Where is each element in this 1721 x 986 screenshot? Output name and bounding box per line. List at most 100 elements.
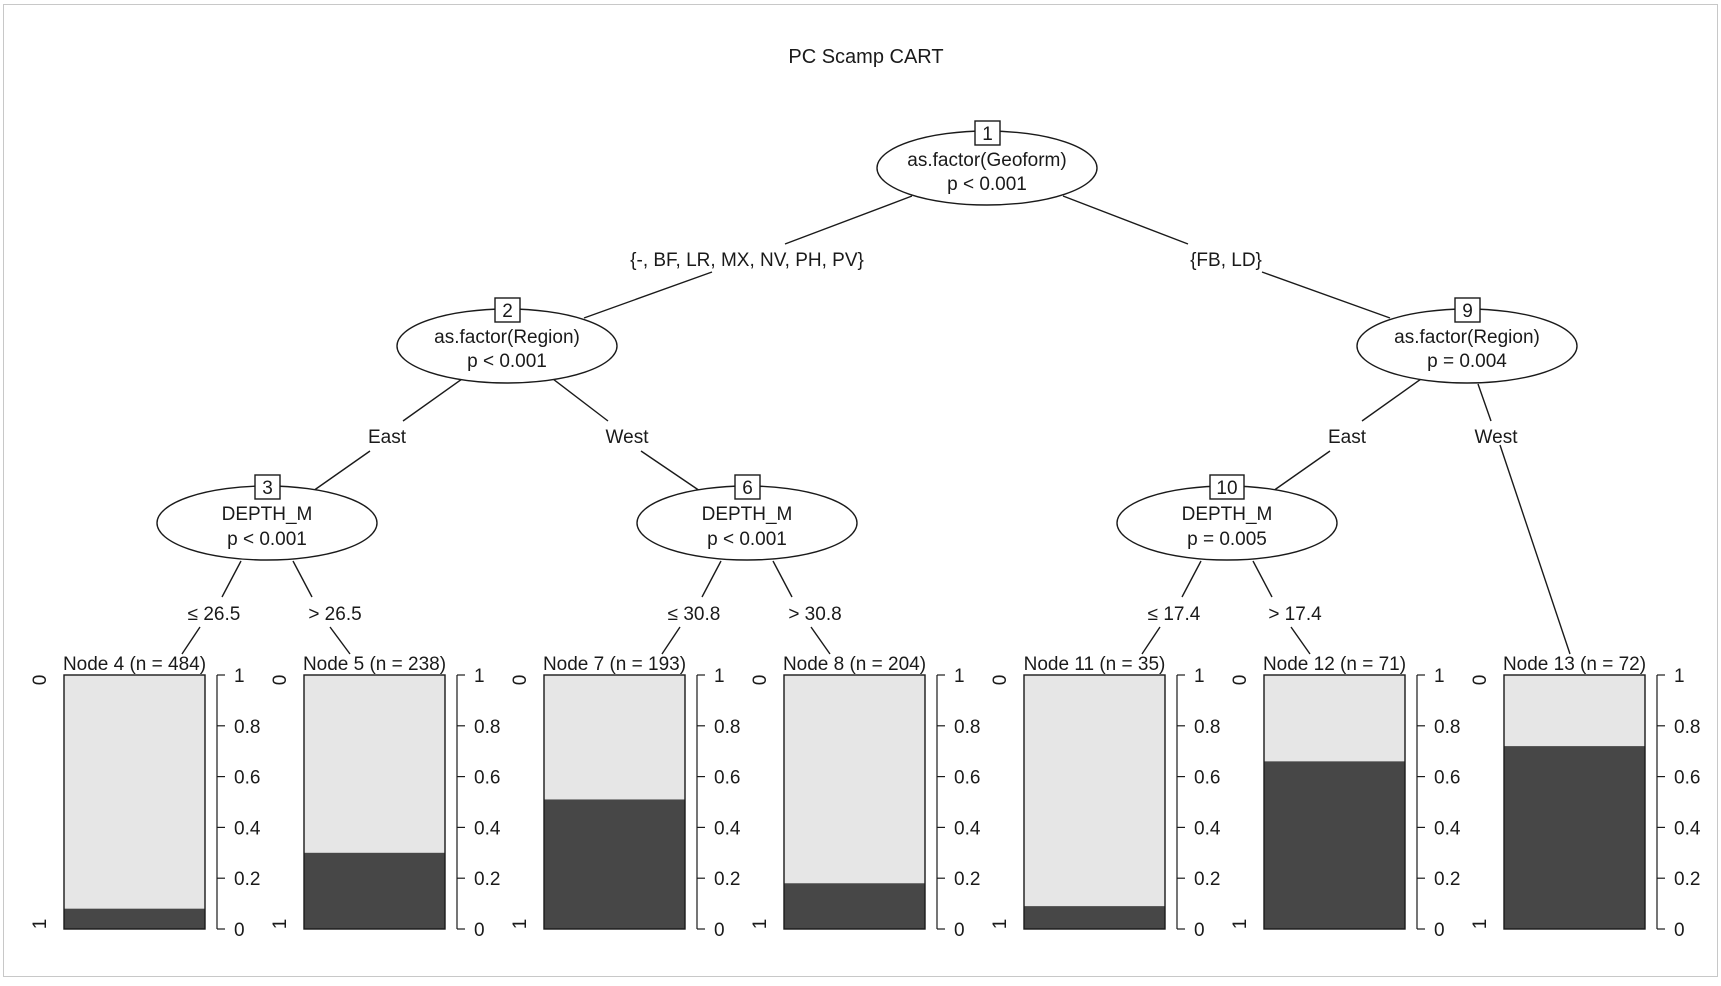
bar-axis-tick-label: 0.2	[1194, 869, 1220, 890]
bar-axis-tick-label: 0.8	[1194, 717, 1220, 738]
edge-label: ≤ 17.4	[1148, 604, 1201, 625]
node-p-value: p < 0.001	[467, 351, 547, 372]
edge-2-6-lower	[640, 450, 701, 492]
terminal-node-panel: Node 8 (n = 204) 0 0.2 0.4 0.6 0.8 1 0 1	[750, 654, 981, 941]
class-label-top: 0	[1230, 675, 1251, 686]
terminal-nodes: Node 4 (n = 484) 0 0.2 0.4 0.6 0.8 1 0 1 Node 5 (…	[30, 654, 1701, 941]
bar-axis-tick-label: 1	[954, 666, 965, 687]
terminal-node-label: Node 13 (n = 72)	[1503, 654, 1646, 675]
edge-label: West	[1475, 427, 1519, 448]
bar-axis-tick-label: 0	[474, 920, 485, 941]
node-id: 3	[262, 478, 273, 499]
bar-segment-class-0	[1024, 675, 1165, 929]
edge-10-11-lower	[1141, 626, 1161, 655]
node-variable: as.factor(Geoform)	[907, 150, 1066, 171]
bar-axis-tick-label: 0.4	[1194, 818, 1221, 839]
bar-segment-class-1	[64, 908, 205, 929]
terminal-node-label: Node 5 (n = 238)	[303, 654, 446, 675]
node-id: 1	[982, 124, 993, 145]
inner-node: 6 DEPTH_M p < 0.001	[636, 474, 858, 561]
bar-border	[783, 674, 926, 930]
bar-axis-tick-label: 0.8	[1674, 717, 1700, 738]
class-label-bottom: 1	[510, 919, 531, 930]
bar-segment-class-1	[784, 883, 925, 929]
bar-axis-tick-label: 0.4	[1674, 818, 1701, 839]
bar-segment-class-1	[1264, 761, 1405, 929]
bar-axis-tick-label: 0.8	[234, 717, 260, 738]
terminal-node-panel: Node 4 (n = 484) 0 0.2 0.4 0.6 0.8 1 0 1	[30, 654, 261, 941]
edge-3-4-lower	[181, 626, 201, 655]
class-label-bottom: 1	[30, 919, 51, 930]
node-id-box	[254, 474, 281, 500]
class-label-bottom: 1	[270, 919, 291, 930]
terminal-node-panel: Node 7 (n = 193) 0 0.2 0.4 0.6 0.8 1 0 1	[510, 654, 741, 941]
bar-axis-tick-label: 1	[234, 666, 245, 687]
class-label-top: 0	[990, 675, 1011, 686]
terminal-node-label: Node 8 (n = 204)	[783, 654, 926, 675]
bar-axis-tick-label: 0	[954, 920, 965, 941]
edge-label: East	[1328, 427, 1367, 448]
plot-title: PC Scamp CART	[788, 46, 943, 68]
edge-9-10	[1361, 378, 1422, 422]
edge-1-2	[784, 195, 913, 245]
bar-axis-tick-label: 0.2	[954, 869, 980, 890]
bar-axis-tick-label: 0.4	[954, 818, 981, 839]
edge-label: > 30.8	[788, 604, 841, 625]
node-id-box	[734, 474, 761, 500]
edge-9-13-lower	[1499, 444, 1571, 655]
bar-axis-tick-label: 1	[1194, 666, 1205, 687]
inner-node: 3 DEPTH_M p < 0.001	[156, 474, 378, 561]
bar-axis-tick-label: 0.6	[474, 768, 500, 789]
bar-axis-tick-label: 1	[1434, 666, 1445, 687]
bar-axis-tick-label: 0.2	[1674, 869, 1700, 890]
edge-1-9	[1062, 195, 1189, 245]
bar-axis-tick-label: 1	[1674, 666, 1685, 687]
bar-segment-class-1	[304, 852, 445, 929]
bar-axis-tick-label: 0.8	[1434, 717, 1460, 738]
edge-label: West	[606, 427, 650, 448]
edge-10-12-lower	[1290, 626, 1311, 655]
edge-6-7-lower	[661, 626, 681, 655]
edge-10-12	[1252, 560, 1273, 598]
edge-2-3	[402, 378, 463, 422]
bar-axis-tick-label: 0.4	[1434, 818, 1461, 839]
tree-edges	[181, 195, 1571, 655]
terminal-node-label: Node 4 (n = 484)	[63, 654, 206, 675]
class-label-top: 0	[750, 675, 771, 686]
bar-border	[543, 674, 686, 930]
bar-axis-tick-label: 0.2	[714, 869, 740, 890]
terminal-node-panel: Node 12 (n = 71) 0 0.2 0.4 0.6 0.8 1 0 1	[1230, 654, 1461, 941]
bar-axis-tick-label: 0	[1674, 920, 1685, 941]
edge-6-8-lower	[810, 626, 831, 655]
node-p-value: p = 0.005	[1187, 529, 1267, 550]
bar-axis-tick-label: 0.4	[474, 818, 501, 839]
node-variable: DEPTH_M	[702, 504, 793, 525]
terminal-node-label: Node 12 (n = 71)	[1263, 654, 1406, 675]
bar-axis-tick-label: 0	[1434, 920, 1445, 941]
bar-border	[63, 674, 206, 930]
node-variable: as.factor(Region)	[434, 327, 580, 348]
class-label-bottom: 1	[750, 919, 771, 930]
bar-axis-tick-label: 1	[714, 666, 725, 687]
bar-axis-tick-label: 0.6	[1194, 768, 1220, 789]
bar-segment-class-0	[64, 675, 205, 929]
bar-axis-tick-label: 1	[474, 666, 485, 687]
edge-label: East	[368, 427, 407, 448]
node-p-value: p < 0.001	[227, 529, 307, 550]
node-id-box	[1454, 297, 1481, 323]
bar-axis-tick-label: 0.8	[714, 717, 740, 738]
bar-axis-tick-label: 0.6	[234, 768, 260, 789]
node-id: 2	[502, 301, 513, 322]
edge-2-6	[552, 378, 609, 422]
class-label-top: 0	[510, 675, 531, 686]
edge-10-11	[1181, 560, 1202, 598]
bar-axis-tick-label: 0.4	[714, 818, 741, 839]
class-label-top: 0	[30, 675, 51, 686]
bar-border	[1503, 674, 1646, 930]
edge-9-10-lower	[1272, 450, 1331, 492]
edge-labels: {-, BF, LR, MX, NV, PH, PV} {FB, LD} Eas…	[188, 250, 1519, 625]
edge-label: {-, BF, LR, MX, NV, PH, PV}	[630, 250, 864, 271]
edge-label: > 26.5	[308, 604, 361, 625]
edge-6-8	[772, 560, 793, 598]
node-id-box	[494, 297, 521, 323]
